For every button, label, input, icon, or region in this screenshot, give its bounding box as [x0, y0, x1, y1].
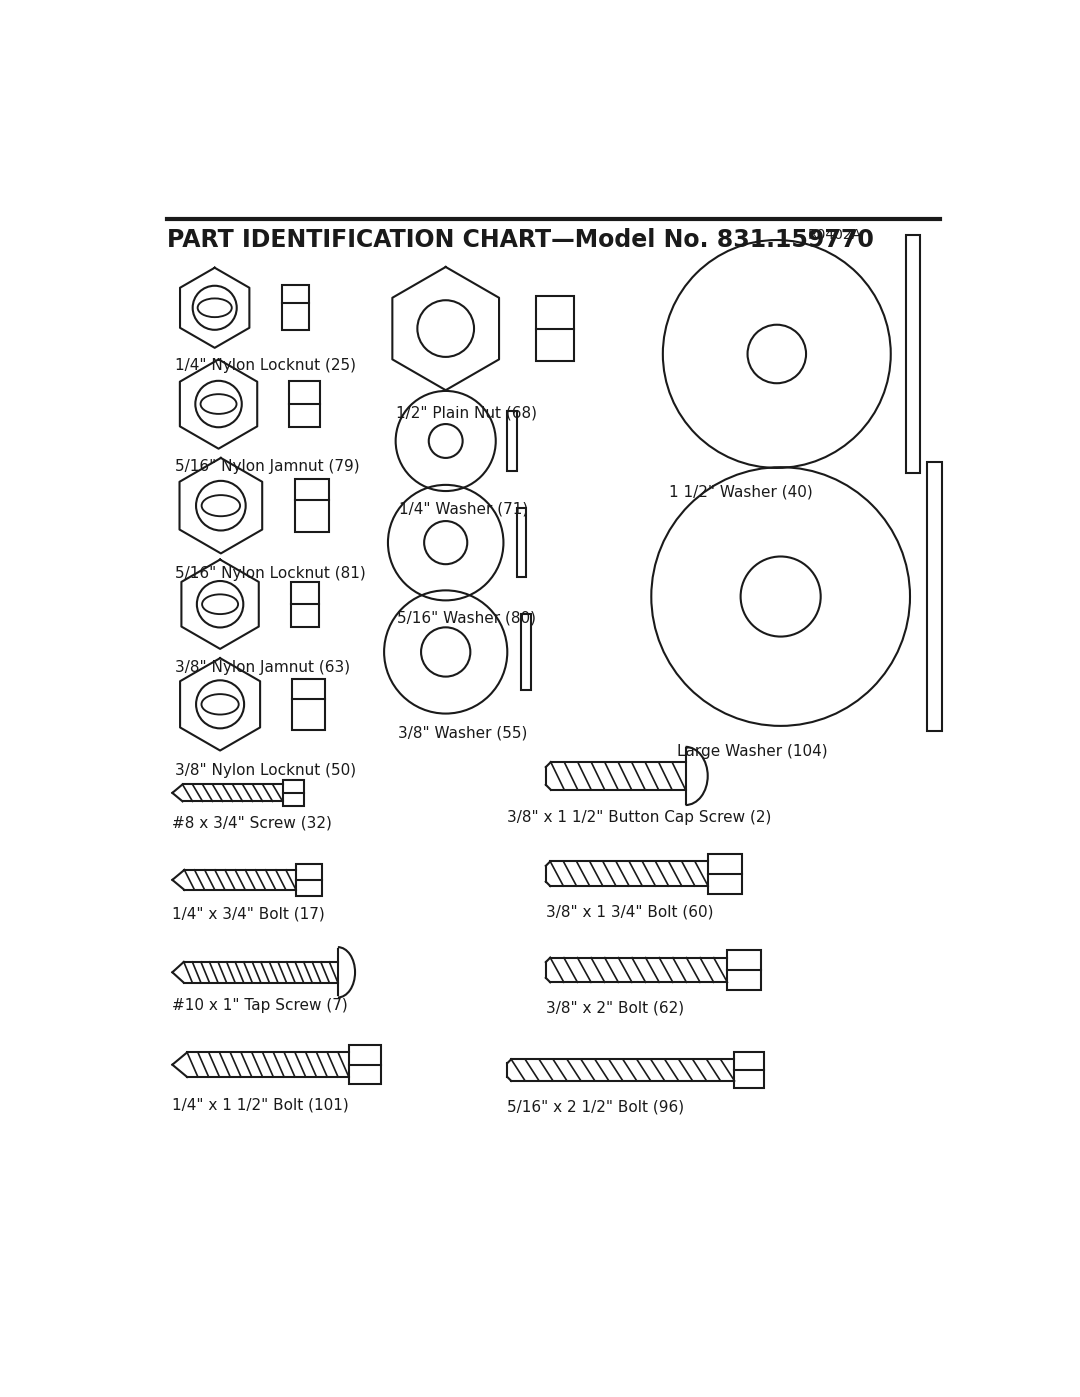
Bar — [349, 1045, 381, 1084]
Text: 5/16" Nylon Locknut (81): 5/16" Nylon Locknut (81) — [175, 566, 365, 581]
Text: 3/8" x 1 3/4" Bolt (60): 3/8" x 1 3/4" Bolt (60) — [545, 904, 713, 919]
Bar — [293, 679, 325, 729]
Bar — [906, 235, 920, 474]
Text: #8 x 3/4" Screw (32): #8 x 3/4" Screw (32) — [173, 816, 333, 831]
Bar — [536, 296, 575, 360]
Bar — [734, 1052, 764, 1088]
Text: 1/2" Plain Nut (68): 1/2" Plain Nut (68) — [395, 405, 537, 420]
Text: 1/4" x 1 1/2" Bolt (101): 1/4" x 1 1/2" Bolt (101) — [173, 1097, 349, 1112]
Bar — [708, 854, 742, 894]
Text: PART IDENTIFICATION CHART—Model No. 831.159770: PART IDENTIFICATION CHART—Model No. 831.… — [167, 229, 874, 253]
Text: 1 1/2" Washer (40): 1 1/2" Washer (40) — [669, 485, 813, 500]
Text: 3/8" Nylon Jamnut (63): 3/8" Nylon Jamnut (63) — [175, 659, 350, 675]
Bar — [516, 509, 526, 577]
Text: Large Washer (104): Large Washer (104) — [677, 745, 827, 760]
Text: 3/8" x 1 1/2" Button Cap Screw (2): 3/8" x 1 1/2" Button Cap Screw (2) — [508, 810, 772, 824]
Bar — [291, 583, 319, 627]
Text: 1/4" x 3/4" Bolt (17): 1/4" x 3/4" Bolt (17) — [173, 907, 325, 921]
Bar — [282, 285, 309, 330]
Bar — [508, 411, 516, 471]
Text: 3/8" Washer (55): 3/8" Washer (55) — [397, 725, 527, 740]
Text: 5/16" Washer (80): 5/16" Washer (80) — [397, 610, 536, 626]
Text: 5/16" Nylon Jamnut (79): 5/16" Nylon Jamnut (79) — [175, 460, 360, 475]
Bar — [727, 950, 761, 990]
Bar — [295, 479, 328, 532]
Bar — [522, 615, 531, 690]
Text: 3/8" Nylon Locknut (50): 3/8" Nylon Locknut (50) — [175, 763, 355, 778]
Text: 5/16" x 2 1/2" Bolt (96): 5/16" x 2 1/2" Bolt (96) — [508, 1099, 685, 1115]
Bar — [283, 780, 305, 806]
Text: R0402A: R0402A — [808, 229, 862, 243]
Text: 3/8" x 2" Bolt (62): 3/8" x 2" Bolt (62) — [545, 1000, 684, 1016]
Bar — [927, 462, 943, 731]
Text: #10 x 1" Tap Screw (7): #10 x 1" Tap Screw (7) — [173, 999, 348, 1013]
Text: 1/4" Nylon Locknut (25): 1/4" Nylon Locknut (25) — [175, 358, 355, 373]
Text: 1/4" Washer (71): 1/4" Washer (71) — [400, 502, 529, 515]
Bar — [296, 863, 322, 895]
Bar — [289, 381, 320, 427]
